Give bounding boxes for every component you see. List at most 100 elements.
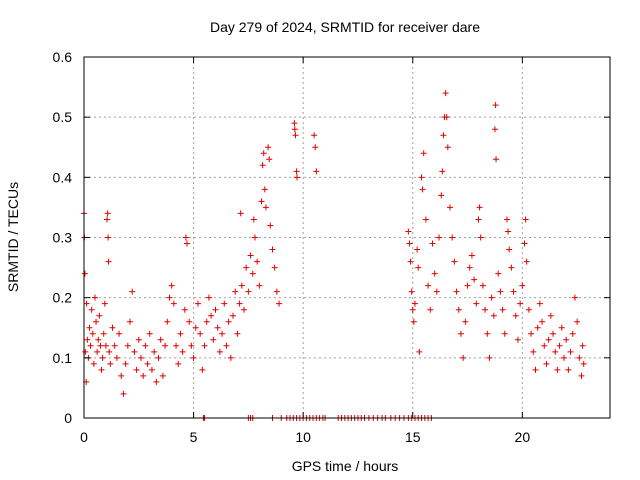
data-point [492,102,499,109]
data-point [155,354,162,361]
data-point [175,360,182,367]
data-point [505,228,512,235]
data-point [192,324,199,331]
data-point [552,348,559,355]
data-point [525,306,532,313]
data-point [261,186,268,193]
axis-ticks: 0 5 10 15 20 0 0.1 0.2 0.3 0.4 0.5 0.6 [53,49,610,445]
data-point [409,306,416,313]
y-tick-label: 0.1 [53,350,73,366]
data-point [164,318,171,325]
data-point [216,348,223,355]
y-tick-label: 0.4 [53,169,73,185]
data-point [234,330,241,337]
data-point [94,348,101,355]
data-point [273,288,280,295]
data-point [82,348,89,355]
data-point [539,318,546,325]
data-point [247,252,254,259]
data-point [221,300,228,307]
data-point [266,156,273,163]
data-point [230,312,237,319]
data-point [127,318,134,325]
data-point [291,120,298,127]
data-point [181,306,188,313]
data-point [131,348,138,355]
data-point [159,372,166,379]
data-point [567,348,574,355]
data-point [476,204,483,211]
data-point [422,216,429,223]
data-point [102,342,109,349]
data-point [162,342,169,349]
data-point [419,186,426,193]
data-point [523,258,530,265]
data-point [184,240,191,247]
data-point [574,318,581,325]
y-tick-label: 0.6 [53,49,73,65]
data-point [497,288,504,295]
data-point [558,324,565,331]
data-point [81,270,88,277]
data-point [453,288,460,295]
data-point [212,306,219,313]
data-point [521,240,528,247]
data-point [186,318,193,325]
data-point [571,294,578,301]
data-point [148,366,155,373]
chart-title: Day 279 of 2024, SRMTID for receiver dar… [210,19,480,35]
data-point [111,342,118,349]
data-point [565,366,572,373]
data-point [98,366,105,373]
data-point [249,270,256,277]
data-point [532,366,539,373]
data-point [433,288,440,295]
data-point [510,288,517,295]
data-point [488,294,495,301]
data-point [260,150,267,157]
data-point [486,354,493,361]
data-point [457,330,464,337]
data-point [292,132,299,139]
data-point [406,240,413,247]
data-point [210,336,217,343]
data-point [238,282,245,289]
data-point [256,282,263,289]
data-point [408,288,415,295]
data-point [129,288,136,295]
data-point [439,168,446,175]
data-point [536,300,543,307]
data-point [291,126,298,133]
data-point [512,312,519,319]
data-point [91,294,98,301]
data-point [447,204,454,211]
data-point [137,354,144,361]
data-point [493,156,500,163]
data-point [464,282,471,289]
data-point [547,312,554,319]
data-point [482,306,489,313]
data-point [116,330,123,337]
data-point [120,390,127,397]
data-point [506,246,513,253]
data-point [96,312,103,319]
data-point [499,306,506,313]
data-point [431,270,438,277]
data-point [569,330,576,337]
data-point [554,366,561,373]
data-point [543,360,550,367]
data-point [411,300,418,307]
data-point [466,264,473,271]
data-point [104,216,111,223]
data-point [471,276,478,283]
x-tick-label: 15 [405,429,421,445]
data-point [440,132,447,139]
data-point [140,372,147,379]
data-point [105,234,112,241]
x-tick-label: 20 [515,429,531,445]
y-tick-label: 0 [64,410,72,426]
data-point [254,258,261,265]
data-point [460,354,467,361]
data-point [508,264,515,271]
